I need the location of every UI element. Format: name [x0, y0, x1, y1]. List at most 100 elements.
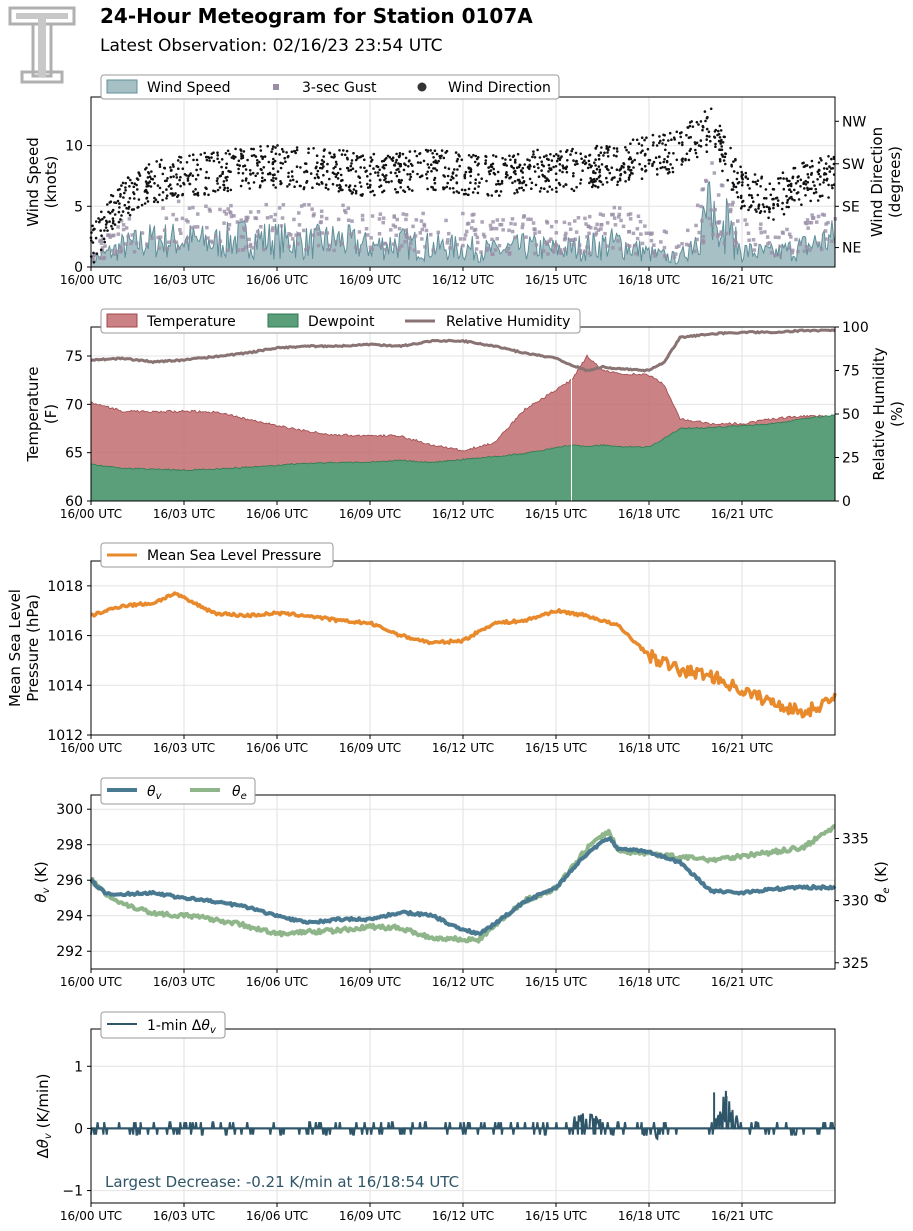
gust-point — [124, 242, 128, 246]
direction-point — [658, 161, 662, 165]
x-tick-label: 16/21 UTC — [711, 975, 773, 989]
direction-point — [261, 176, 264, 180]
gust-point — [583, 216, 587, 221]
gust-point — [392, 214, 396, 218]
direction-point — [199, 153, 203, 156]
x-tick-label: 16/15 UTC — [525, 273, 587, 287]
gust-point — [628, 212, 633, 216]
gust-point — [808, 248, 812, 252]
direction-point — [120, 214, 123, 217]
direction-point — [623, 171, 627, 174]
gust-point — [605, 221, 610, 225]
gust-point — [716, 193, 721, 197]
direction-point — [606, 155, 610, 158]
direction-point — [780, 207, 784, 211]
gust-point — [239, 218, 243, 222]
direction-point — [708, 135, 711, 138]
direction-point — [521, 181, 524, 185]
direction-point — [574, 151, 578, 155]
series-gust — [91, 161, 838, 262]
gust-point — [100, 246, 105, 250]
direction-point — [176, 183, 179, 186]
gust-point — [121, 227, 126, 232]
direction-point — [593, 161, 596, 164]
direction-point — [571, 147, 574, 151]
gust-point — [554, 231, 559, 235]
gust-point — [458, 237, 463, 241]
direction-point — [752, 200, 755, 203]
direction-point — [408, 187, 411, 191]
direction-point — [118, 188, 121, 191]
direction-point — [484, 161, 487, 165]
direction-point — [818, 183, 822, 186]
direction-point — [342, 149, 345, 152]
gust-point — [103, 244, 107, 248]
direction-point — [827, 183, 830, 187]
gust-point — [357, 248, 362, 253]
direction-point — [456, 157, 460, 161]
direction-point — [782, 177, 785, 180]
gust-point — [479, 250, 483, 254]
gust-point — [811, 216, 815, 220]
direction-point — [663, 166, 667, 169]
direction-point — [768, 210, 771, 214]
x-tick-label: 16/00 UTC — [60, 1209, 122, 1223]
direction-point — [484, 155, 488, 158]
direction-point — [729, 146, 732, 150]
direction-point — [240, 157, 243, 160]
direction-point — [430, 169, 433, 173]
gust-point — [307, 203, 311, 207]
direction-point — [395, 158, 398, 162]
direction-point — [635, 138, 639, 142]
direction-point — [594, 184, 597, 188]
direction-point — [165, 179, 168, 182]
x-tick-label: 16/00 UTC — [60, 273, 122, 287]
direction-point — [513, 192, 516, 195]
direction-point — [515, 188, 519, 192]
gust-point — [115, 249, 119, 254]
direction-point — [644, 169, 647, 173]
direction-point — [435, 152, 439, 156]
direction-point — [802, 165, 806, 169]
direction-point — [772, 206, 775, 210]
series-wind-direction — [89, 107, 836, 264]
direction-point — [690, 120, 693, 123]
direction-point — [550, 188, 554, 191]
direction-point — [643, 154, 647, 157]
direction-point — [687, 158, 691, 162]
direction-point — [542, 164, 545, 168]
direction-point — [92, 228, 95, 232]
direction-point — [340, 179, 343, 182]
direction-point — [675, 130, 679, 134]
gust-point — [583, 249, 587, 253]
direction-point — [388, 156, 392, 159]
gust-point — [474, 247, 479, 251]
direction-point — [663, 158, 666, 161]
direction-point — [734, 158, 737, 162]
direction-point — [344, 184, 348, 187]
direction-point — [477, 185, 480, 188]
direction-point — [605, 145, 608, 148]
direction-point — [790, 195, 793, 199]
direction-point — [550, 159, 554, 162]
direction-point — [224, 152, 228, 155]
direction-point — [718, 124, 722, 128]
direction-point — [432, 188, 436, 191]
direction-point — [661, 142, 664, 145]
theta-ylabel: θv (K) — [32, 861, 52, 902]
direction-point — [453, 168, 456, 171]
direction-point — [699, 120, 703, 123]
direction-point — [262, 166, 266, 169]
temp-y2label-2: (%) — [888, 401, 906, 427]
direction-point — [787, 205, 790, 209]
gust-point — [537, 230, 542, 234]
direction-point — [804, 183, 808, 186]
direction-point — [744, 171, 748, 175]
direction-point — [347, 169, 351, 172]
direction-point — [677, 141, 681, 145]
direction-point — [287, 175, 290, 178]
direction-point — [158, 165, 162, 168]
gust-point — [611, 246, 615, 250]
gust-point — [588, 214, 592, 219]
direction-point — [385, 156, 388, 160]
